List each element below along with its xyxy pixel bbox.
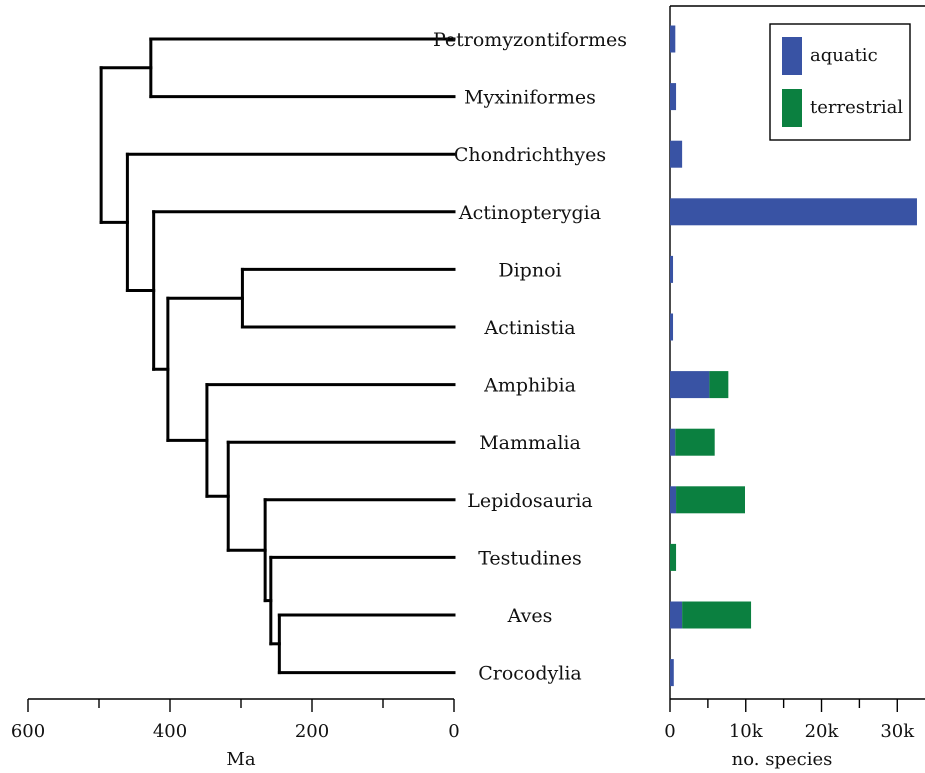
- bar-testudines-terrestrial: [670, 543, 677, 571]
- taxon-label-testudines: Testudines: [478, 547, 582, 569]
- tree-branches: [99, 37, 456, 675]
- legend-swatch-terrestrial: [782, 89, 802, 127]
- bar-tick-label-30000: 30k: [880, 721, 915, 742]
- bar-actinopterygia-aquatic: [670, 198, 917, 226]
- bar-lepidosauria-aquatic: [670, 486, 677, 514]
- time-tick-label-200: 200: [295, 721, 329, 742]
- time-tick-label-600: 600: [11, 721, 45, 742]
- bars: [670, 25, 917, 687]
- bar-mammalia-terrestrial: [675, 428, 715, 456]
- taxon-label-dipnoi: Dipnoi: [498, 259, 561, 281]
- taxon-label-amphibia: Amphibia: [483, 375, 576, 397]
- bar-aves-aquatic: [670, 601, 683, 629]
- bar-petromyzontiformes-aquatic: [670, 25, 676, 53]
- legend: aquatic terrestrial: [769, 23, 911, 141]
- taxon-label-aves: Aves: [507, 605, 553, 627]
- taxon-label-mammalia: Mammalia: [479, 432, 581, 454]
- legend-label-aquatic: aquatic: [810, 45, 878, 66]
- bar-mammalia-aquatic: [670, 428, 676, 456]
- legend-label-terrestrial: terrestrial: [810, 97, 903, 118]
- bar-amphibia-terrestrial: [709, 371, 729, 399]
- taxon-label-crocodylia: Crocodylia: [478, 663, 582, 685]
- bar-actinistia-aquatic: [670, 313, 674, 341]
- time-tick-label-400: 400: [153, 721, 187, 742]
- time-axis-title: Ma: [226, 749, 255, 770]
- taxon-labels: Petromyzontiformes Myxiniformes Chondricht…: [433, 29, 627, 685]
- bar-lepidosauria-terrestrial: [676, 486, 745, 514]
- bar-tick-label-10000: 10k: [729, 721, 764, 742]
- taxon-label-petromyzontiformes: Petromyzontiformes: [433, 29, 627, 51]
- bar-tick-label-0: 0: [664, 721, 675, 742]
- bar-axes: no. species 0 10k 20k 30k: [664, 5, 925, 770]
- taxon-label-myxiniformes: Myxiniformes: [464, 87, 596, 109]
- taxon-label-actinopterygia: Actinopterygia: [458, 202, 601, 224]
- bar-myxiniformes-aquatic: [670, 83, 677, 111]
- taxon-label-chondrichthyes: Chondrichthyes: [454, 144, 606, 166]
- bar-axis-title: no. species: [732, 749, 833, 770]
- time-tick-label-0: 0: [448, 721, 459, 742]
- bar-tick-label-20000: 20k: [805, 721, 840, 742]
- bar-crocodylia-aquatic: [670, 659, 674, 687]
- bar-dipnoi-aquatic: [670, 255, 674, 283]
- bar-chondrichthyes-aquatic: [670, 140, 683, 168]
- taxon-label-actinistia: Actinistia: [483, 317, 575, 339]
- taxon-label-lepidosauria: Lepidosauria: [467, 490, 593, 512]
- time-axis: Ma 600 400 200 0: [11, 698, 460, 770]
- legend-swatch-aquatic: [782, 37, 802, 75]
- bar-aves-terrestrial: [682, 601, 752, 629]
- bar-amphibia-aquatic: [670, 371, 710, 399]
